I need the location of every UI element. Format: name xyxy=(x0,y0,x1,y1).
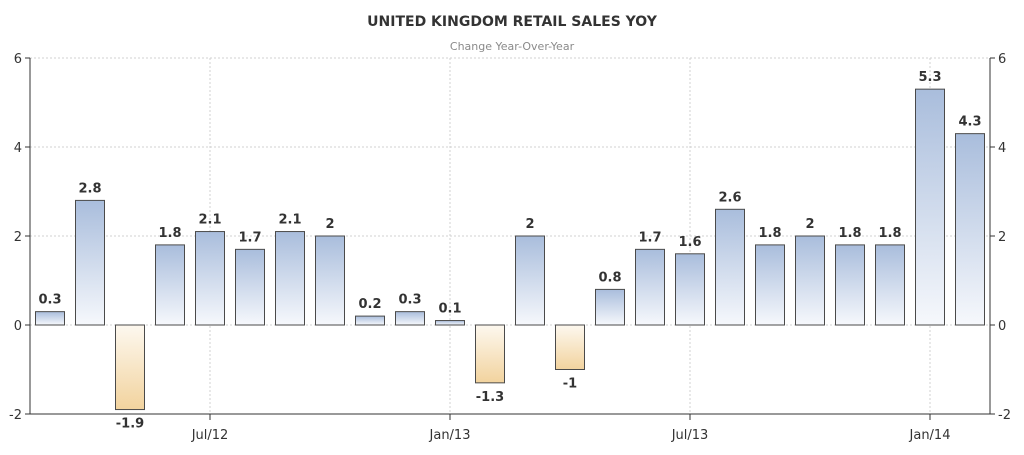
right-tick-label-0: -2 xyxy=(998,408,1011,423)
data-label-16: 1.6 xyxy=(678,235,701,250)
x-tick-label-3: Jan/14 xyxy=(909,428,951,443)
data-label-9: 0.3 xyxy=(398,293,421,308)
data-label-6: 2.1 xyxy=(278,213,301,228)
bar-20 xyxy=(835,244,865,326)
x-tick-label-1: Jan/13 xyxy=(429,428,471,443)
data-label-5: 1.7 xyxy=(238,230,261,245)
data-label-0: 0.3 xyxy=(38,293,61,308)
bars xyxy=(35,88,985,411)
right-tick-label-2: 2 xyxy=(998,230,1006,245)
data-label-8: 0.2 xyxy=(358,297,381,312)
bar-19 xyxy=(795,235,825,326)
bar-5 xyxy=(235,248,265,326)
bar-11 xyxy=(475,324,505,384)
left-tick-label-4: 6 xyxy=(14,52,22,67)
data-labels: 0.3 2.8 -1.9 1.8 2.1 1.7 2.1 2 0.2 0.3 0.1 -1.3 2 -1 0… xyxy=(38,70,981,431)
right-tick-label-4: 6 xyxy=(998,52,1006,67)
left-tick-label-1: 0 xyxy=(14,319,22,334)
bar-22 xyxy=(915,88,945,326)
left-tick-label-2: 2 xyxy=(14,230,22,245)
chart-title: UNITED KINGDOM RETAIL SALES YOY xyxy=(367,14,658,30)
data-label-12: 2 xyxy=(525,217,534,232)
left-tick-label-3: 4 xyxy=(14,141,22,156)
bar-13 xyxy=(555,324,585,370)
data-label-1: 2.8 xyxy=(78,181,101,196)
bar-15 xyxy=(635,248,665,326)
data-label-7: 2 xyxy=(325,217,334,232)
bar-18 xyxy=(755,244,785,326)
bar-12 xyxy=(515,235,545,326)
data-label-13: -1 xyxy=(563,377,577,392)
data-label-11: -1.3 xyxy=(476,390,504,405)
data-label-23: 4.3 xyxy=(958,115,981,130)
data-label-21: 1.8 xyxy=(878,226,901,241)
data-label-20: 1.8 xyxy=(838,226,861,241)
x-tick-label-0: Jul/12 xyxy=(191,428,229,443)
bar-4 xyxy=(195,231,225,326)
bar-9 xyxy=(395,311,425,326)
bar-17 xyxy=(715,208,745,326)
bar-1 xyxy=(75,199,105,326)
data-label-14: 0.8 xyxy=(598,270,621,285)
data-label-19: 2 xyxy=(805,217,814,232)
left-tick-label-0: -2 xyxy=(9,408,22,423)
data-label-17: 2.6 xyxy=(718,190,741,205)
bar-14 xyxy=(595,288,625,326)
x-tick-label-2: Jul/13 xyxy=(671,428,709,443)
right-tick-label-3: 4 xyxy=(998,141,1006,156)
data-label-10: 0.1 xyxy=(438,302,461,317)
data-label-18: 1.8 xyxy=(758,226,781,241)
right-tick-label-1: 0 xyxy=(998,319,1006,334)
data-label-2: -1.9 xyxy=(116,417,144,432)
bar-23 xyxy=(955,133,985,326)
bar-21 xyxy=(875,244,905,326)
bar-0 xyxy=(35,311,65,326)
bar-10 xyxy=(435,320,465,326)
chart-subtitle: Change Year-Over-Year xyxy=(450,40,575,53)
data-label-3: 1.8 xyxy=(158,226,181,241)
bar-16 xyxy=(675,253,705,326)
data-label-15: 1.7 xyxy=(638,230,661,245)
data-label-4: 2.1 xyxy=(198,213,221,228)
bar-8 xyxy=(355,315,385,326)
bar-7 xyxy=(315,235,345,326)
bar-3 xyxy=(155,244,185,326)
data-label-22: 5.3 xyxy=(918,70,941,85)
axes: -2 -2 0 0 2 2 4 4 6 6 Jul/12 Jan/13 Jul/13 Jan/14 xyxy=(9,52,1011,443)
bar-2 xyxy=(115,324,145,411)
bar-6 xyxy=(275,231,305,326)
